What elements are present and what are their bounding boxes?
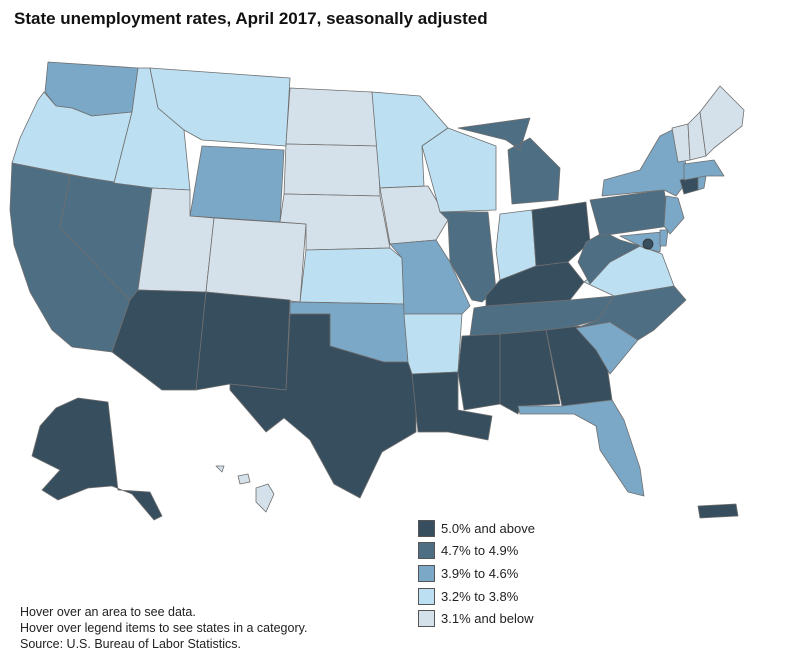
state-MA[interactable] <box>683 159 725 181</box>
territory-PR[interactable] <box>697 503 739 519</box>
source-note: Source: U.S. Bureau of Labor Statistics. <box>20 637 241 651</box>
state-HI[interactable] <box>215 465 275 513</box>
state-ME[interactable] <box>699 85 745 157</box>
state-ND[interactable] <box>285 87 379 147</box>
state-DC[interactable] <box>642 238 654 250</box>
state-NJ[interactable] <box>663 195 685 235</box>
legend: 5.0% and above 4.7% to 4.9% 3.9% to 4.6%… <box>418 517 535 630</box>
legend-label: 5.0% and above <box>441 520 535 536</box>
state-FL[interactable] <box>517 399 645 497</box>
legend-swatch <box>418 519 435 537</box>
map-title: State unemployment rates, April 2017, se… <box>14 9 488 28</box>
legend-swatch <box>418 610 435 628</box>
legend-item-c3[interactable]: 3.9% to 4.6% <box>418 562 535 585</box>
state-WY[interactable] <box>189 145 285 223</box>
legend-label: 3.1% and below <box>441 611 534 627</box>
state-AR[interactable] <box>403 313 463 375</box>
state-SD[interactable] <box>283 143 381 197</box>
state-DE[interactable] <box>659 229 669 247</box>
notes: Hover over an area to see data. Hover ov… <box>20 604 307 652</box>
state-MT[interactable] <box>149 67 291 147</box>
legend-item-c1[interactable]: 3.1% and below <box>418 607 535 630</box>
legend-swatch <box>418 564 435 582</box>
legend-label: 3.2% to 3.8% <box>441 588 519 604</box>
hover-legend-note: Hover over legend items to see states in… <box>20 621 308 635</box>
state-PA[interactable] <box>589 189 671 237</box>
state-IA[interactable] <box>379 185 449 245</box>
legend-item-c4[interactable]: 4.7% to 4.9% <box>418 540 535 563</box>
state-MI[interactable] <box>457 117 561 205</box>
legend-swatch <box>418 587 435 605</box>
state-IL[interactable] <box>439 211 497 303</box>
state-LA[interactable] <box>411 371 493 441</box>
state-OH[interactable] <box>531 201 591 267</box>
state-TX[interactable] <box>229 313 417 499</box>
legend-item-c2[interactable]: 3.2% to 3.8% <box>418 585 535 608</box>
legend-label: 4.7% to 4.9% <box>441 543 519 559</box>
legend-label: 3.9% to 4.6% <box>441 565 519 581</box>
state-AK[interactable] <box>31 397 163 521</box>
state-CO[interactable] <box>205 217 307 303</box>
state-MS[interactable] <box>457 333 501 411</box>
state-NM[interactable] <box>195 291 291 391</box>
legend-item-c5[interactable]: 5.0% and above <box>418 517 535 540</box>
state-MO[interactable] <box>389 239 471 315</box>
hover-area-note: Hover over an area to see data. <box>20 605 196 619</box>
state-KS[interactable] <box>299 247 405 305</box>
state-WI[interactable] <box>421 127 497 213</box>
state-RI[interactable] <box>697 175 707 191</box>
legend-swatch <box>418 542 435 560</box>
